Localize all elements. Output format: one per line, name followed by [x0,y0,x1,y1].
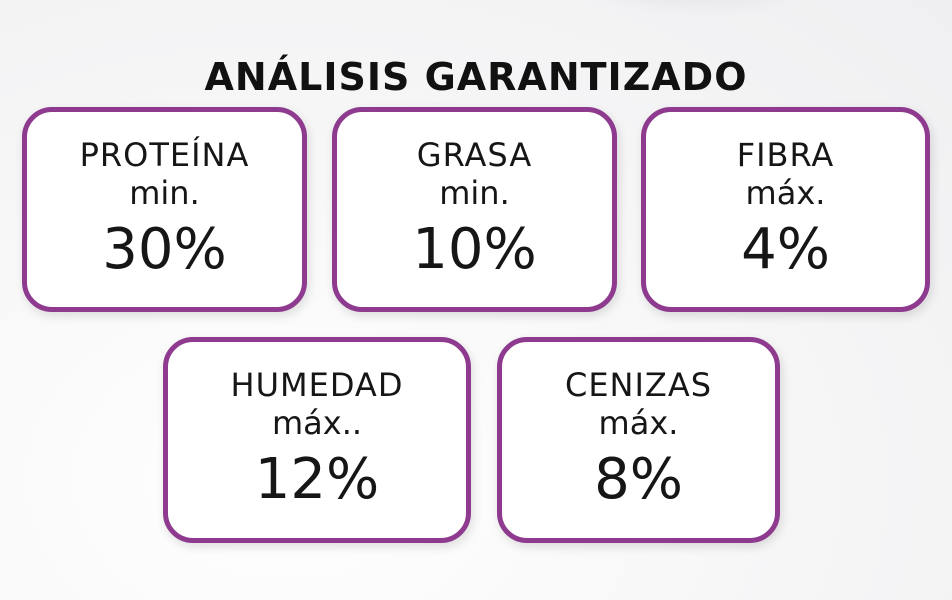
nutrient-name: FIBRA [736,136,835,174]
page-title: ANÁLISIS GARANTIZADO [204,55,748,100]
nutrient-card-humedad: HUMEDAD máx.. 12% [163,337,471,543]
nutrient-qualifier: min. [129,174,200,212]
nutrient-value: 8% [594,447,683,512]
nutrient-name: HUMEDAD [230,366,404,404]
background-decoration [600,0,800,6]
nutrient-name: CENIZAS [564,366,713,404]
nutrient-card-cenizas: CENIZAS máx. 8% [497,337,780,543]
nutrient-card-grasa: GRASA min. 10% [332,107,617,312]
nutrient-value: 10% [412,217,537,282]
nutrient-value: 4% [741,217,830,282]
nutrient-name: PROTEÍNA [79,136,250,174]
nutrient-qualifier: máx.. [271,404,363,442]
nutrient-name: GRASA [416,136,533,174]
nutrient-qualifier: min. [439,174,510,212]
nutrient-qualifier: máx. [598,404,679,442]
nutrient-card-proteina: PROTEÍNA min. 30% [22,107,307,312]
nutrient-value: 30% [102,217,227,282]
nutrient-value: 12% [254,447,380,512]
nutrient-card-fibra: FIBRA máx. 4% [641,107,930,312]
nutrient-qualifier: máx. [745,174,826,212]
